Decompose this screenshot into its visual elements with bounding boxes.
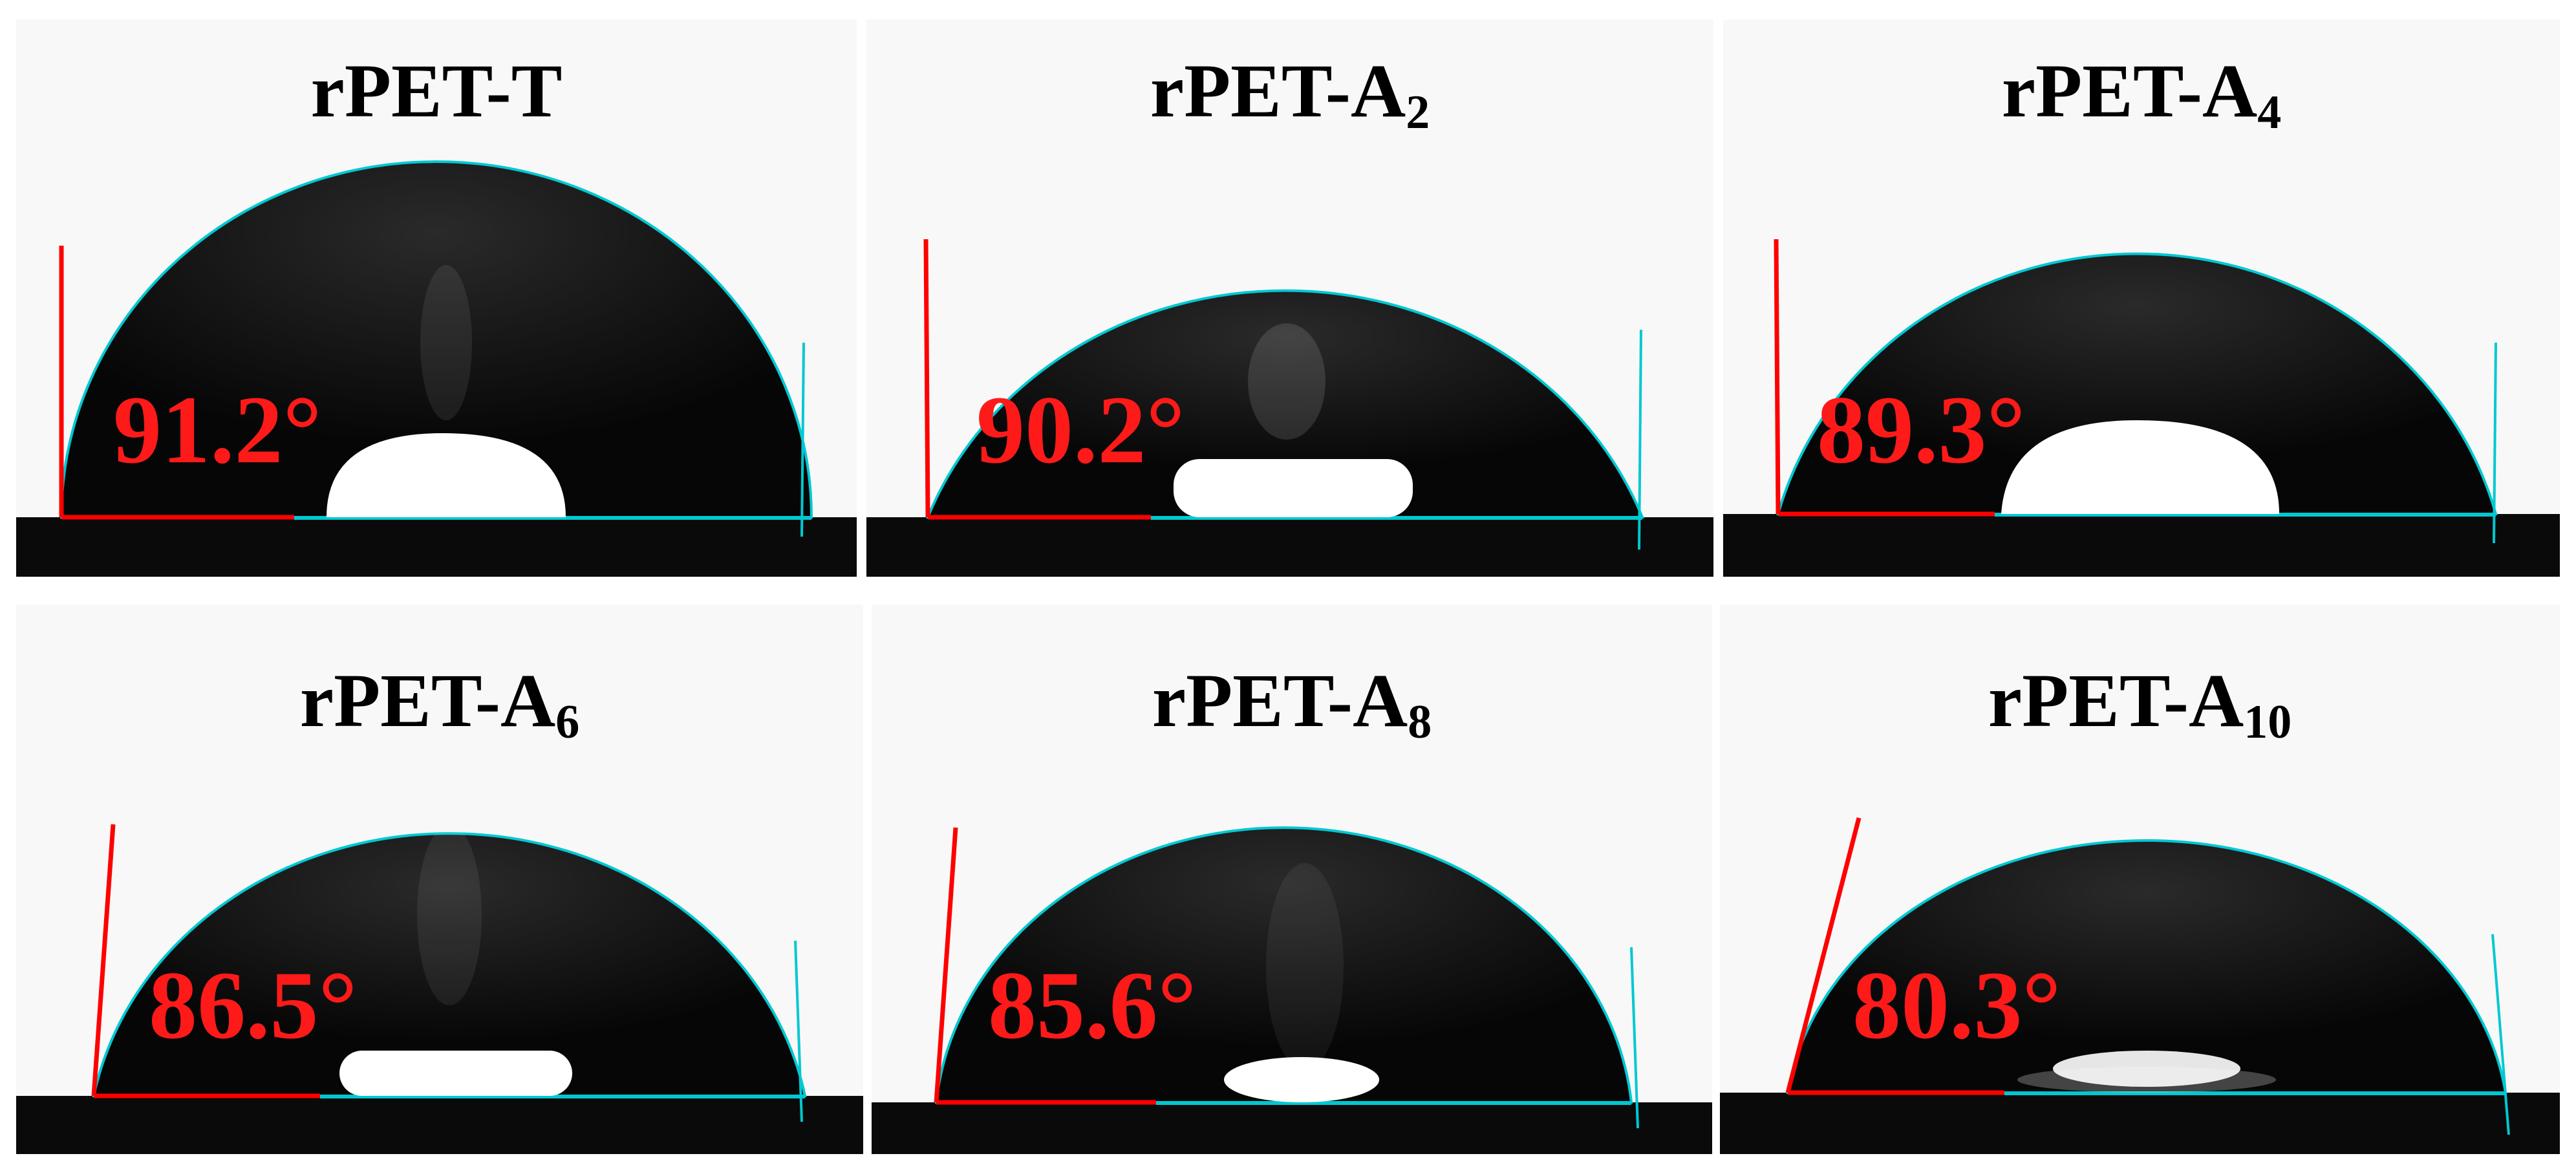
droplet-panel-1: rPET-T 91.2° — [16, 19, 857, 577]
droplet-panel-5: rPET-A8 85.6° — [872, 605, 1712, 1154]
droplet-panel-2: rPET-A2 90.2° — [866, 19, 1713, 577]
droplet-panel-3: rPET-A4 89.3° — [1723, 19, 2560, 577]
panel-title: rPET-A4 — [2001, 48, 2282, 139]
droplet-panel-6: rPET-A10 80.3° — [1720, 605, 2560, 1154]
panel-title: rPET-A6 — [299, 658, 580, 749]
droplet-image — [16, 605, 863, 1154]
droplet-image — [16, 19, 857, 577]
droplet-image — [872, 605, 1712, 1154]
droplet-panel-4: rPET-A6 86.5° — [16, 605, 863, 1154]
droplet-image — [866, 19, 1713, 577]
panel-title: rPET-A10 — [1988, 658, 2292, 749]
contact-angle-label: 91.2° — [113, 376, 322, 484]
contact-angle-label: 85.6° — [988, 952, 1197, 1059]
droplet-image — [1720, 605, 2560, 1154]
panel-title: rPET-T — [310, 48, 563, 133]
contact-angle-label: 80.3° — [1852, 952, 2061, 1059]
droplet-image — [1723, 19, 2560, 577]
panel-title: rPET-A2 — [1150, 48, 1430, 139]
panel-title: rPET-A8 — [1152, 658, 1432, 749]
contact-angle-label: 90.2° — [976, 376, 1185, 484]
contact-angle-label: 89.3° — [1817, 376, 2026, 484]
contact-angle-label: 86.5° — [149, 952, 358, 1059]
